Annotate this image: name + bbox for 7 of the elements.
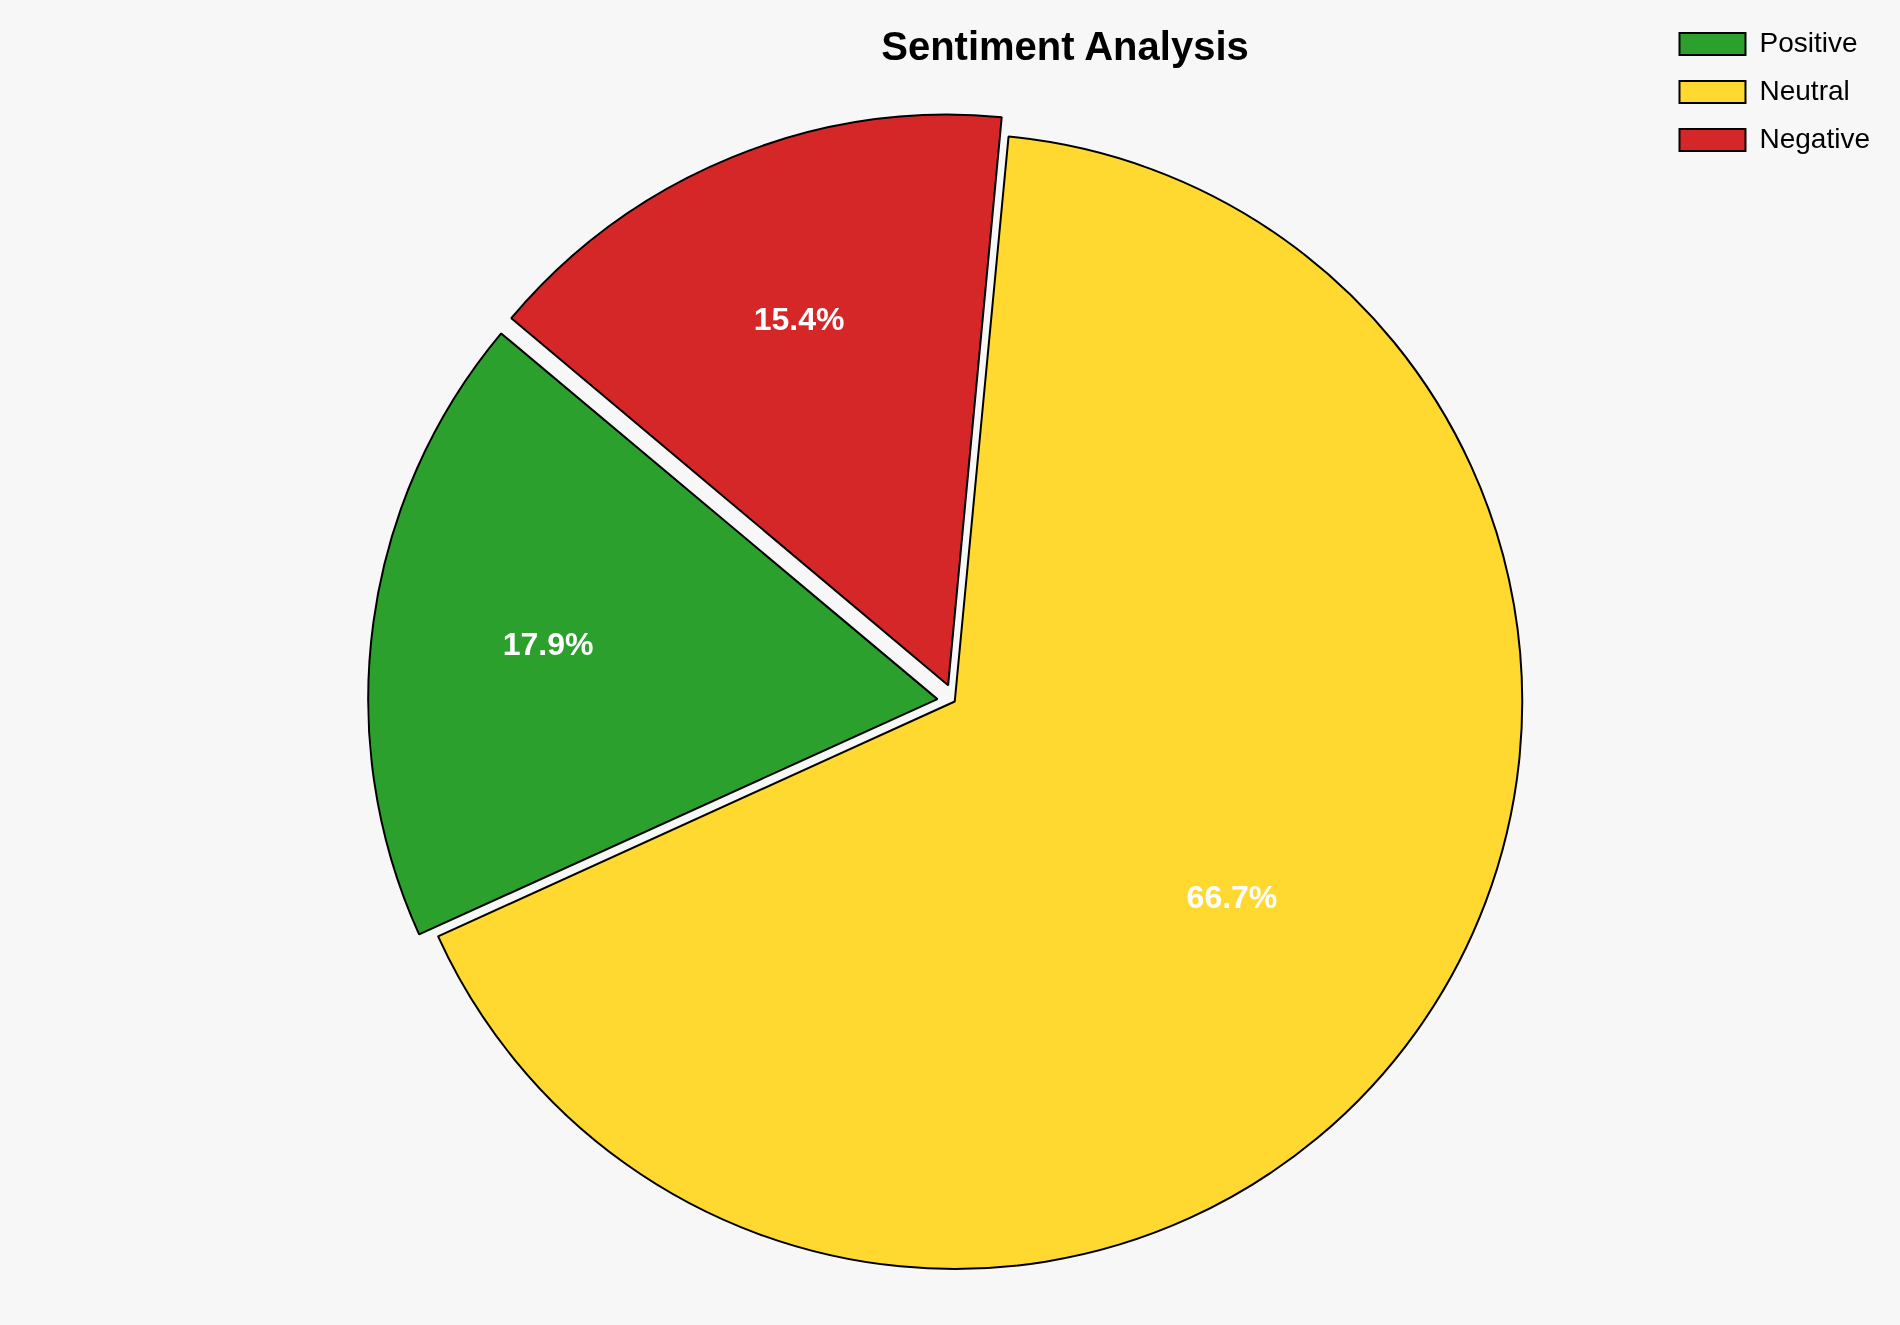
legend-label: Positive bbox=[1759, 26, 1858, 58]
legend-label: Negative bbox=[1759, 122, 1871, 154]
data-label: 15.4% bbox=[753, 301, 845, 338]
data-label: 66.7% bbox=[1186, 879, 1278, 916]
legend-label: Neutral bbox=[1759, 74, 1850, 106]
data-label: 17.9% bbox=[502, 625, 594, 662]
chart-title: Sentiment Analysis bbox=[881, 24, 1249, 69]
